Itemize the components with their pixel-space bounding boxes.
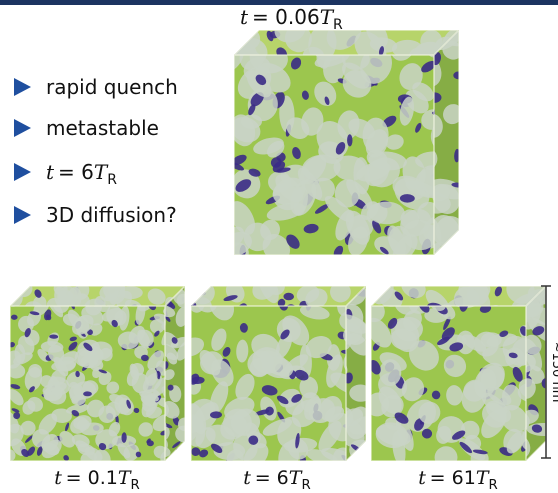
subscript: R [131, 478, 140, 493]
var: t [46, 160, 55, 184]
purple-domain [83, 391, 92, 396]
var: t [418, 467, 426, 489]
cube-render [352, 271, 558, 471]
bullet-text: 3D diffusion? [46, 203, 177, 227]
scale-label: ~150 nm [549, 342, 558, 403]
relation: = 0.1 [66, 467, 118, 489]
math-label: t= 0.06TR [240, 5, 343, 33]
subscript: R [489, 478, 498, 493]
relation: = 6 [58, 160, 94, 184]
relation: = 0.06 [252, 5, 320, 29]
bullet-text: rapid quench [46, 75, 178, 99]
math-label: t= 61TR [418, 467, 498, 493]
var: t [240, 5, 249, 29]
math-label: t= 6TR [243, 467, 310, 493]
bullet-marker [14, 78, 31, 96]
var: t [54, 467, 62, 489]
bullet-marker [14, 206, 31, 224]
cube-render [176, 265, 385, 479]
purple-domain [147, 440, 154, 446]
bullet-marker [14, 119, 31, 137]
var: t [243, 467, 251, 489]
bullet-text: metastable [46, 116, 159, 140]
cube-render [215, 9, 477, 271]
cube-render [0, 274, 196, 475]
math-label: t= 6TR [46, 160, 117, 188]
subscript: R [301, 478, 310, 493]
purple-domain [350, 455, 358, 466]
relation: = 6 [255, 467, 289, 489]
subscript: R [333, 17, 343, 33]
subscript: R [107, 172, 117, 188]
math-label: t= 0.1TR [54, 467, 140, 493]
bullet-marker [14, 163, 31, 181]
gray-domain [233, 27, 260, 51]
slide: rapid quench metastable t= 6TR 3D diffusion… [0, 0, 558, 493]
relation: = 61 [430, 467, 476, 489]
